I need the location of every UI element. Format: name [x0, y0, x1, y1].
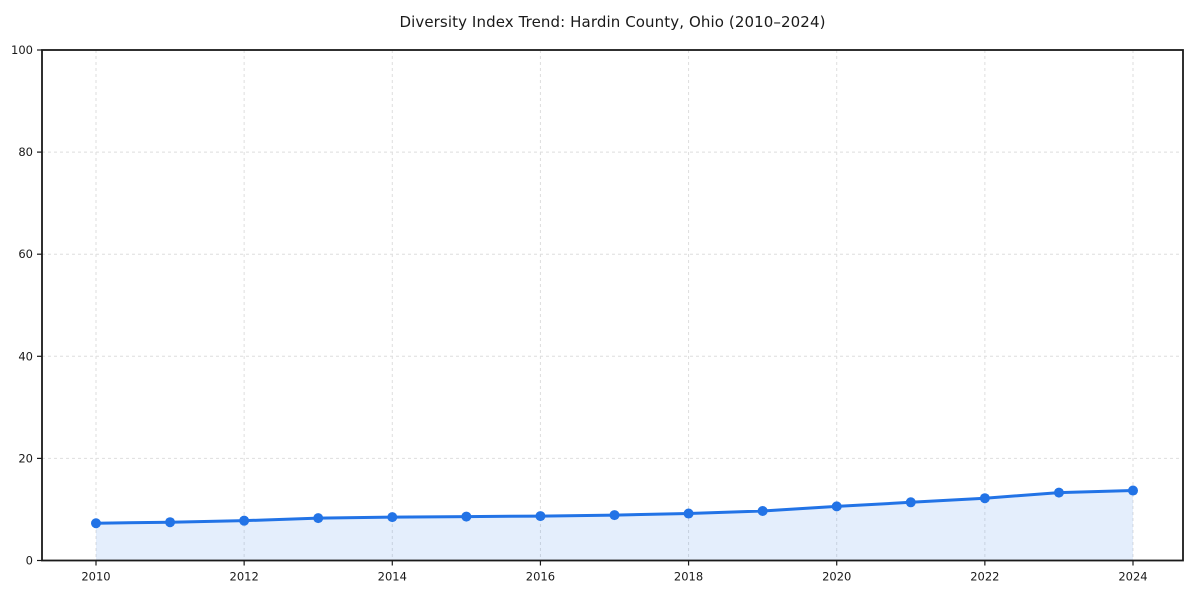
data-point	[831, 501, 842, 512]
x-tick-label: 2014	[378, 570, 407, 584]
x-tick-label: 2020	[822, 570, 851, 584]
data-point	[757, 505, 768, 516]
y-tick-label: 80	[18, 145, 33, 159]
data-points	[91, 485, 1138, 529]
y-tick-label: 40	[18, 349, 33, 363]
data-point	[91, 518, 101, 529]
data-point	[535, 511, 546, 522]
gridlines	[42, 50, 1183, 561]
data-point	[461, 511, 472, 522]
axis-tick-labels: 2010 2012 2014 2016 2018 2020 2022 2024 0 20 40 60 8…	[11, 43, 1148, 584]
data-point	[609, 510, 620, 521]
x-tick-label: 2018	[674, 570, 703, 584]
y-tick-label: 0	[26, 554, 33, 568]
x-tick-label: 2016	[526, 570, 555, 584]
data-point	[979, 493, 990, 504]
data-point	[239, 515, 250, 526]
y-tick-label: 100	[11, 43, 33, 57]
axis-ticks	[37, 49, 1134, 566]
y-tick-label: 60	[18, 247, 33, 261]
data-point	[905, 497, 916, 508]
area-fill	[96, 490, 1133, 561]
x-tick-label: 2012	[230, 570, 259, 584]
data-point	[387, 512, 398, 523]
chart-title: Diversity Index Trend: Hardin County, Oh…	[399, 13, 826, 31]
x-tick-label: 2010	[81, 570, 110, 584]
y-tick-label: 20	[18, 451, 33, 465]
x-tick-label: 2022	[970, 570, 999, 584]
data-point	[1128, 485, 1138, 496]
plot-border	[41, 49, 1184, 562]
x-tick-label: 2024	[1118, 570, 1147, 584]
data-point	[165, 517, 176, 528]
data-point	[683, 508, 694, 519]
data-point	[313, 513, 324, 524]
data-point	[1053, 487, 1064, 498]
